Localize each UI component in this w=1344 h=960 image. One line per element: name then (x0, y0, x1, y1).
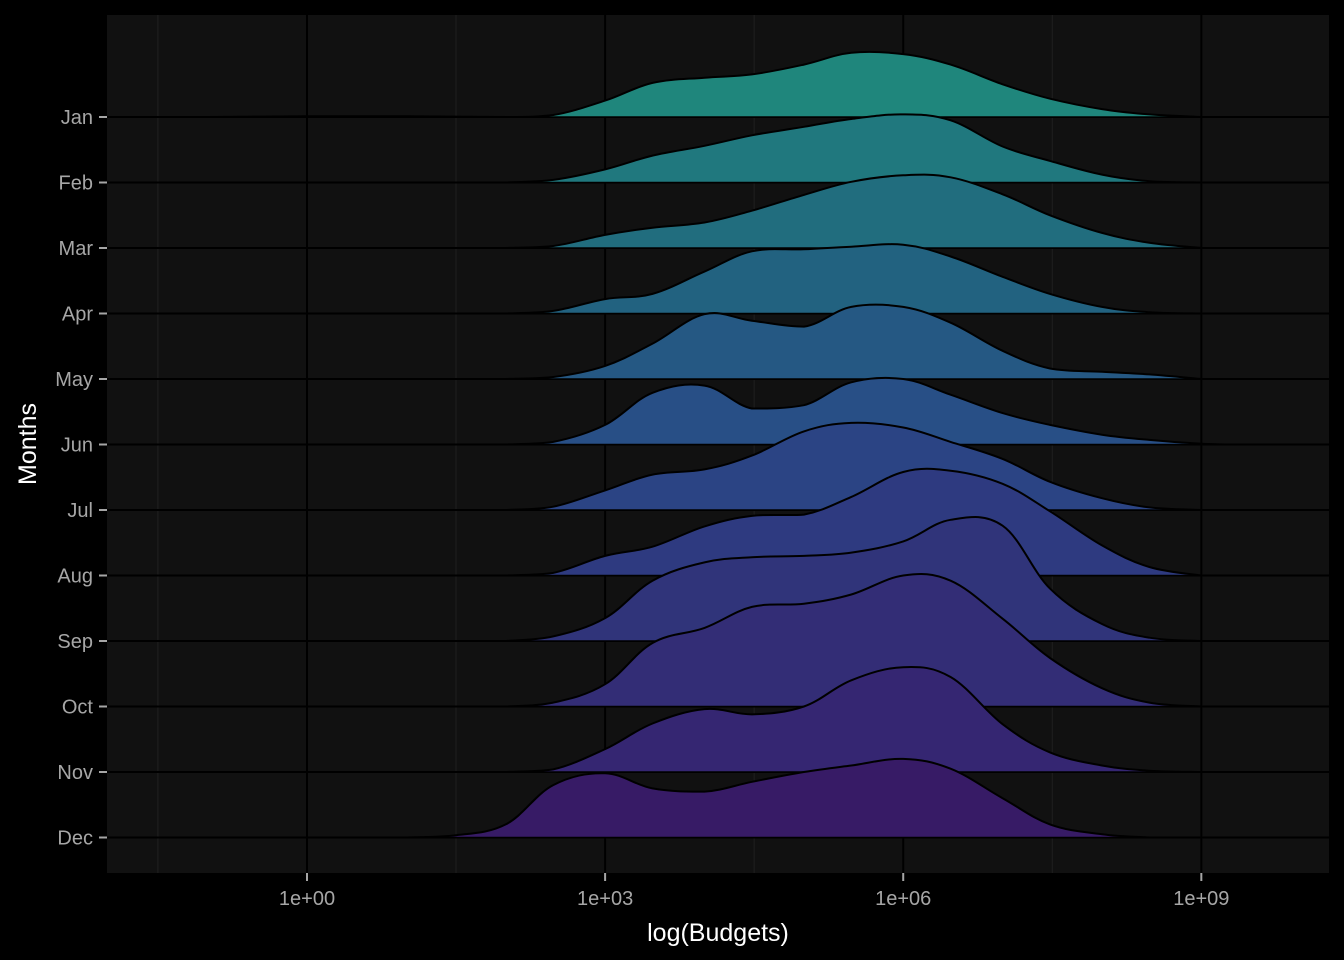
ridge-fill (406, 758, 1150, 838)
ridge-dec (406, 757, 1150, 839)
y-tick-label: May (55, 369, 93, 391)
x-tick-label: 1e+06 (875, 888, 931, 910)
ridge-outline (505, 113, 1202, 184)
x-tick-label: 1e+03 (577, 888, 633, 910)
ridges (207, 50, 1232, 839)
ridge-fill (505, 304, 1202, 379)
y-tick-label: Jun (61, 435, 93, 457)
ridge-fill (505, 377, 1232, 445)
y-tick-label: Jul (67, 500, 93, 522)
y-tick-label: Nov (57, 762, 93, 784)
ridge-outline (505, 467, 1202, 577)
y-tick-label: Dec (57, 828, 93, 850)
ridge-outline (406, 757, 1150, 839)
ridge-outline (505, 303, 1202, 380)
y-tick-label: Mar (59, 238, 94, 260)
ridge-outline (505, 173, 1202, 249)
ridge-outline (505, 573, 1202, 708)
ridge-fill (207, 51, 1202, 117)
y-tick-label: Aug (57, 566, 93, 588)
y-tick-label: Jan (61, 107, 93, 129)
ridge-outline (505, 421, 1202, 511)
ridge-fill (505, 174, 1202, 248)
ridge-outline (505, 376, 1232, 446)
ridge-fill (505, 422, 1202, 510)
y-tick-label: Sep (57, 631, 93, 653)
ridge-fill (505, 667, 1202, 772)
ridge-fill (505, 468, 1202, 576)
ridge-fill (505, 574, 1202, 707)
ridge-outline (505, 516, 1202, 642)
x-axis-title: log(Budgets) (647, 919, 789, 947)
y-axis-title: Months (14, 403, 42, 485)
ridge-fill (505, 244, 1202, 314)
ridge-outline (505, 666, 1202, 773)
ridge-jan (207, 50, 1202, 118)
ridge-may (505, 303, 1202, 380)
ridge-outline (505, 243, 1202, 315)
x-axis: 1e+00 1e+03 1e+06 1e+09 (279, 873, 1229, 910)
y-tick-label: Apr (62, 304, 93, 326)
ridge-fill (505, 517, 1202, 641)
y-tick-label: Feb (59, 173, 93, 195)
x-tick-label: 1e+09 (1173, 888, 1229, 910)
y-axis: Jan Feb Mar Apr May Jun Jul Aug Sep Oct Nov Dec (55, 107, 107, 850)
y-tick-label: Oct (62, 697, 94, 719)
ridge-fill (505, 114, 1202, 183)
x-tick-label: 1e+00 (279, 888, 335, 910)
